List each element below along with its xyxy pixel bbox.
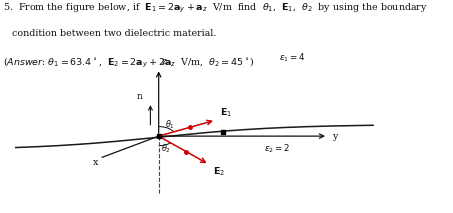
Text: x: x [93,158,98,167]
Text: $\varepsilon_2=2$: $\varepsilon_2=2$ [264,142,290,155]
Text: $\theta_2$: $\theta_2$ [160,142,170,155]
Text: z: z [162,57,167,66]
Text: ($\mathit{Answer}$: $\theta_1 = 63.4^\circ$,  $\mathbf{E}_2 = 2\mathbf{a}_y + 2\: ($\mathit{Answer}$: $\theta_1 = 63.4^\ci… [3,56,255,70]
Text: $\theta_1$: $\theta_1$ [165,118,175,131]
Text: y: y [332,132,337,141]
Text: $\varepsilon_1=4$: $\varepsilon_1=4$ [279,52,306,64]
Text: condition between two dielectric material.: condition between two dielectric materia… [12,29,217,38]
Text: n: n [137,92,143,101]
Text: $\mathbf{E}_1$: $\mathbf{E}_1$ [220,106,232,119]
Text: 5.  From the figure below, if  $\mathbf{E}_1 = 2\mathbf{a}_y + \mathbf{a}_z$  V/: 5. From the figure below, if $\mathbf{E}… [3,2,427,15]
Text: $\mathbf{E}_2$: $\mathbf{E}_2$ [213,166,225,178]
